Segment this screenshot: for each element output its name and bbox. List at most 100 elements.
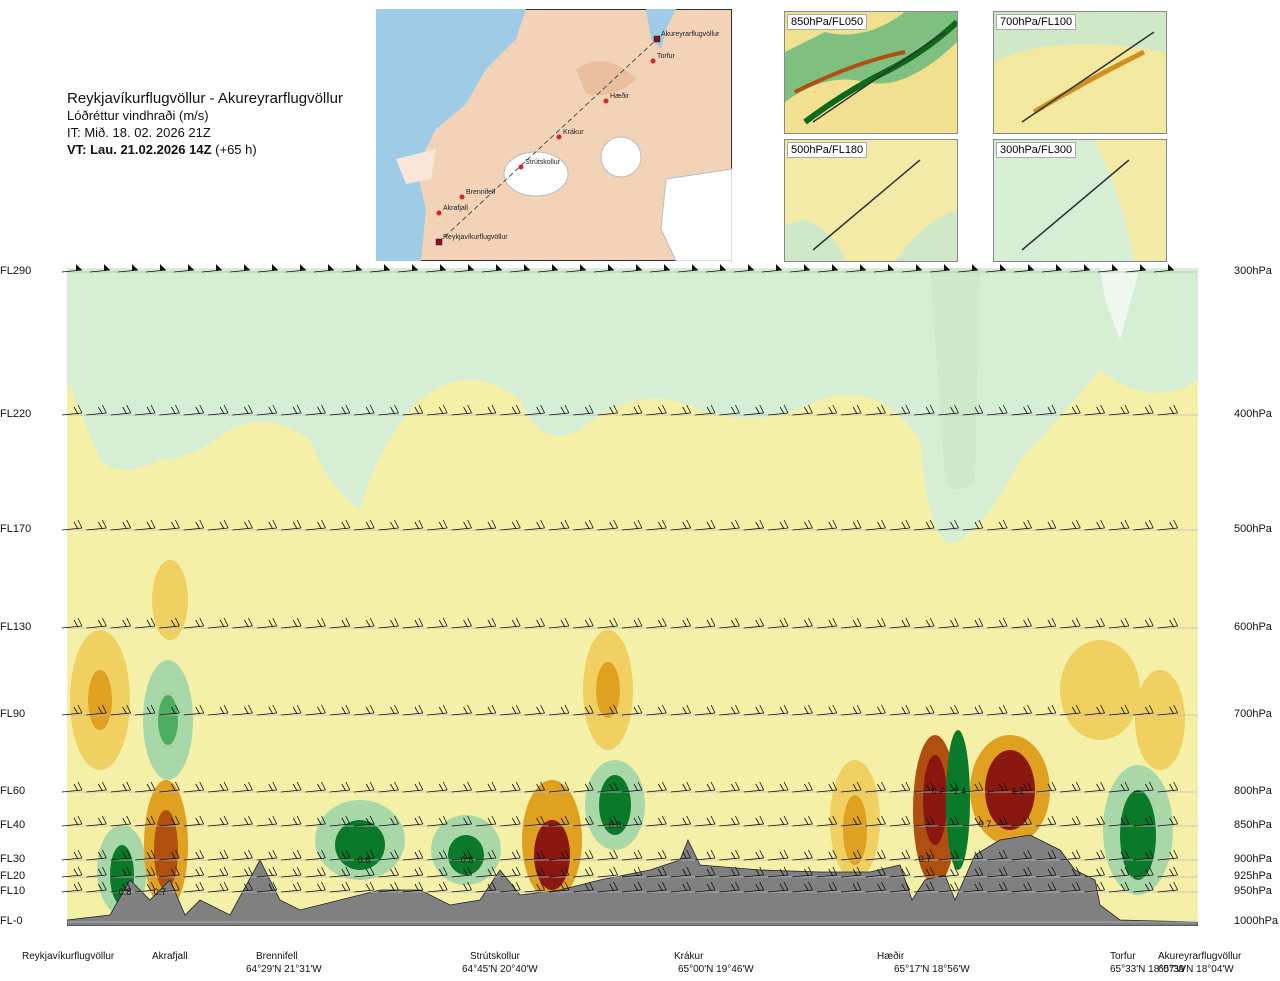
- wind-barb: [1157, 404, 1179, 416]
- wind-barb: [1157, 617, 1179, 629]
- wind-barb: [329, 781, 351, 793]
- wind-barb: [1108, 617, 1130, 629]
- wind-barb: [768, 404, 789, 416]
- map-waypoint-marker: [518, 164, 524, 170]
- wind-barb: [1060, 866, 1081, 878]
- wind-barb: [889, 866, 911, 878]
- wind-barb: [475, 866, 497, 878]
- value-label: 1.2: [1012, 786, 1025, 796]
- wind-barb: [646, 404, 667, 416]
- wind-barb: [305, 866, 326, 878]
- wind-barb: [1084, 404, 1105, 416]
- wind-barb: [670, 781, 692, 793]
- wind-barb: [1060, 404, 1081, 416]
- hpa-label: 950hPa: [1234, 885, 1272, 897]
- wind-barb: [135, 404, 156, 416]
- wind-barb: [865, 704, 886, 716]
- wind-barb: [768, 704, 789, 716]
- wind-barb: [524, 404, 545, 416]
- glacier-vatnajokull: [660, 168, 732, 261]
- wind-barb: [743, 781, 765, 793]
- wind-barb: [1035, 704, 1057, 716]
- fl-label: FL60: [0, 785, 26, 797]
- wind-barb: [719, 519, 740, 531]
- wind-barb: [987, 781, 1008, 793]
- wind-barb: [451, 781, 472, 793]
- wind-barb: [427, 404, 448, 416]
- downdraft-low-1-core: [154, 810, 178, 890]
- wind-barb: [901, 264, 923, 273]
- wind-barb: [61, 849, 83, 861]
- wind-barb: [597, 815, 619, 827]
- wind-barb: [1108, 881, 1130, 893]
- wind-barb: [86, 815, 107, 827]
- wind-barb: [86, 781, 107, 793]
- wind-barb: [962, 815, 984, 827]
- wind-barb: [938, 404, 959, 416]
- wind-barb: [256, 849, 278, 861]
- wind-barb: [509, 264, 531, 273]
- wind-barb: [792, 866, 813, 878]
- waypoint-coord: 64°45'N 20°40'W: [462, 964, 538, 975]
- wind-barb: [1011, 519, 1032, 531]
- wind-barb: [427, 866, 448, 878]
- wind-barb: [1084, 881, 1105, 893]
- wind-barb: [816, 881, 838, 893]
- wind-barb: [500, 704, 521, 716]
- wind-barb: [1084, 617, 1105, 629]
- wind-barb: [914, 404, 935, 416]
- wind-barb: [378, 815, 399, 827]
- wind-barb: [86, 704, 107, 716]
- wind-barb: [61, 519, 83, 531]
- wind-barb: [257, 264, 279, 273]
- fl-label: FL170: [0, 523, 32, 535]
- wind-barb: [1097, 264, 1119, 273]
- wind-barb: [548, 849, 570, 861]
- wind-barb: [110, 849, 132, 861]
- wind-barb: [914, 849, 935, 861]
- wind-barb: [110, 404, 132, 416]
- wind-barb: [1153, 264, 1175, 273]
- wind-barb: [889, 404, 911, 416]
- pressure-level-lines: [67, 271, 1198, 923]
- hpa-label: 900hPa: [1234, 853, 1272, 865]
- waypoint-coord: 65°00'N 19°46'W: [678, 964, 754, 975]
- wind-barb: [256, 781, 278, 793]
- wind-barb: [329, 866, 351, 878]
- wind-barb: [427, 704, 448, 716]
- wind-barb: [646, 866, 667, 878]
- wind-barb: [524, 849, 545, 861]
- wind-barb: [1125, 264, 1147, 273]
- issued-time: IT: Mið. 18. 02. 2026 21Z: [67, 125, 211, 140]
- wind-barb: [743, 815, 765, 827]
- wind-barb: [987, 617, 1008, 629]
- waypoint-coord: 65°17'N 18°56'W: [894, 964, 970, 975]
- wind-barb: [427, 815, 448, 827]
- wind-barb: [281, 704, 302, 716]
- wind-barb: [719, 404, 740, 416]
- glacier-hofsjokull: [600, 136, 642, 178]
- wind-barb: [670, 881, 692, 893]
- wind-barb: [597, 866, 619, 878]
- wind-barb: [573, 704, 594, 716]
- wind-barb: [621, 849, 643, 861]
- wind-barb: [792, 704, 813, 716]
- wind-barb: [719, 866, 740, 878]
- wind-barb: [1035, 849, 1057, 861]
- wind-barb: [378, 781, 399, 793]
- wind-barb: [621, 264, 643, 273]
- wind-barb: [1108, 519, 1130, 531]
- wind-barb: [86, 866, 107, 878]
- wind-barb: [1084, 866, 1105, 878]
- wind-barb: [500, 849, 521, 861]
- wind-barb: [962, 404, 984, 416]
- panel-500-map: [785, 140, 957, 261]
- wind-barb: [670, 519, 692, 531]
- hpa-label: 700hPa: [1234, 708, 1272, 720]
- hpa-label: 925hPa: [1234, 870, 1272, 882]
- highland: [576, 61, 636, 95]
- wind-barb: [183, 617, 205, 629]
- hpa-label: 600hPa: [1234, 621, 1272, 633]
- wind-barb: [841, 866, 862, 878]
- wind-barb: [768, 866, 789, 878]
